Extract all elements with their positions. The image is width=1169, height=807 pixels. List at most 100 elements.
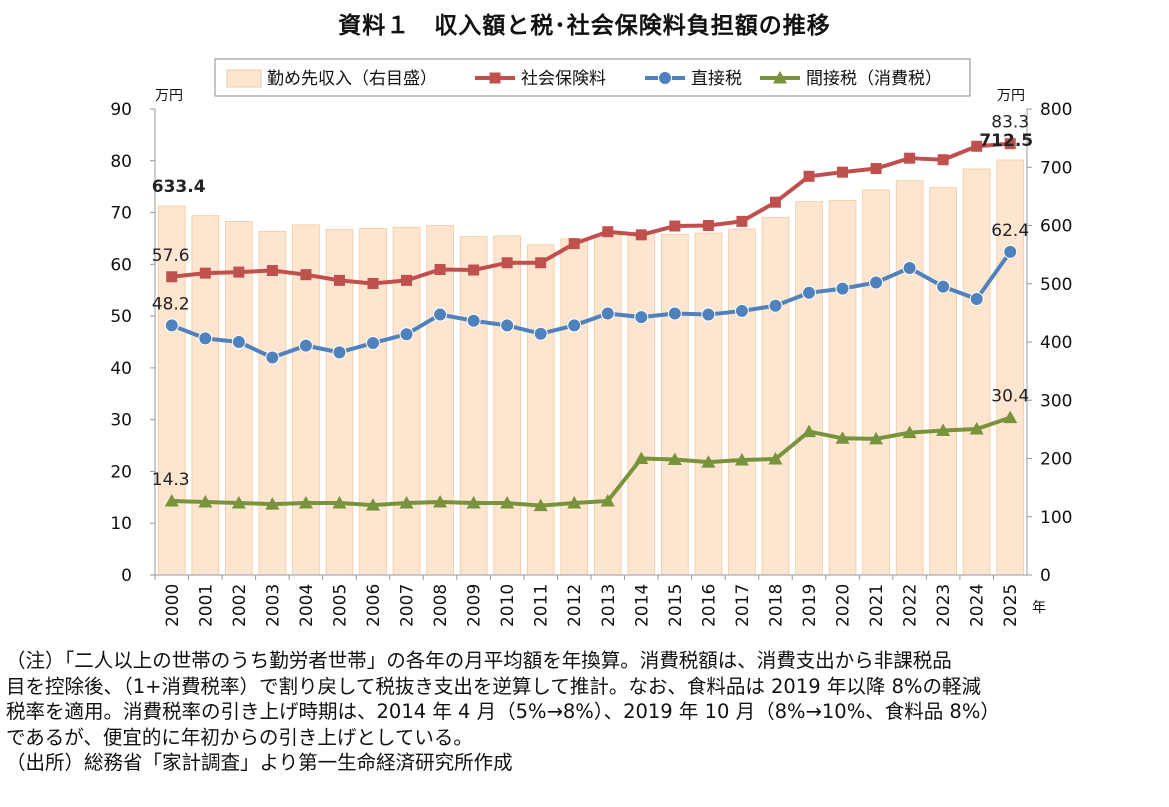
bar [661, 233, 689, 576]
data-point [904, 152, 916, 164]
x-tick-label: 2012 [565, 584, 585, 627]
data-point [500, 318, 515, 333]
x-tick-label: 2013 [599, 584, 619, 627]
data-point [332, 345, 347, 360]
data-point [468, 264, 480, 276]
legend-swatch-bar [226, 69, 262, 88]
data-point [1004, 138, 1016, 150]
right-tick-label: 700 [1040, 158, 1072, 178]
left-tick-label: 40 [110, 359, 132, 379]
bar [593, 233, 622, 576]
data-point [366, 498, 380, 511]
notes: （注）「二人以上の世帯のうち勤労者世帯」の各年の月平均額を年換算。消費税額は、消… [6, 648, 1166, 776]
data-point [332, 496, 347, 509]
legend-label: 勤め先収入（右目盛） [267, 69, 437, 89]
data-point [701, 455, 716, 468]
data-point [937, 154, 949, 166]
x-tick-label: 2024 [968, 584, 988, 627]
data-point [500, 496, 515, 509]
bar [627, 232, 656, 576]
data-point [600, 306, 615, 321]
data-point [870, 163, 882, 175]
axes: 0 10 20 30 40 50 60 70 80 90 0 100 200 300 400 500 600 70… [110, 88, 1072, 627]
x-tick-label: 2008 [431, 584, 451, 627]
data-label: 48.2 [152, 294, 190, 314]
data-point [298, 338, 313, 353]
bar [694, 232, 723, 576]
data-point [736, 215, 748, 227]
bar-label: 633.4 [152, 177, 206, 197]
data-point [533, 326, 548, 341]
x-tick-label: 2000 [163, 584, 183, 627]
bar [795, 201, 823, 576]
x-tick-label: 2005 [330, 584, 350, 627]
data-point [634, 310, 649, 325]
data-point [333, 274, 345, 286]
bar [225, 221, 253, 576]
data-point [835, 281, 850, 296]
data-point [298, 496, 313, 509]
data-point [835, 431, 850, 444]
data-point [466, 496, 481, 509]
right-tick-label: 500 [1040, 275, 1072, 295]
data-point [734, 303, 749, 318]
data-point [567, 496, 582, 509]
data-point [600, 493, 615, 507]
bar [728, 228, 756, 576]
x-tick-label: 2010 [498, 584, 518, 627]
data-point [568, 238, 580, 250]
bar [459, 236, 488, 576]
x-tick-label: 2019 [800, 584, 820, 627]
left-tick-label: 60 [110, 255, 132, 275]
right-tick-label: 200 [1040, 450, 1072, 470]
legend-label: 間接税（消費税） [806, 69, 942, 89]
right-tick-label: 600 [1040, 217, 1072, 237]
data-point [265, 350, 280, 365]
data-label: 83.3 [991, 113, 1029, 133]
data-point [769, 196, 781, 208]
note-line: 目を控除後、（1+消費税率）で割り戻して税抜き支出を逆算して推計。なお、食料品は… [6, 674, 981, 698]
bar [258, 230, 287, 576]
data-point [768, 298, 783, 313]
data-point [773, 71, 787, 84]
data-point [433, 494, 448, 508]
x-tick-label: 2021 [867, 584, 887, 627]
bar [157, 205, 186, 576]
data-point [366, 336, 380, 351]
data-point [971, 140, 983, 152]
x-tick-label: 2018 [766, 584, 786, 627]
data-point [198, 494, 213, 508]
data-point [300, 269, 312, 281]
note-line: であるが、便宜的に年初からの引き上げとしている。 [6, 725, 473, 749]
data-point [533, 498, 548, 512]
data-point [198, 331, 213, 346]
data-point [734, 453, 749, 466]
note-line: （注）「二人以上の世帯のうち勤労者世帯」の各年の月平均額を年換算。消費税額は、消… [6, 649, 952, 672]
legend-box [214, 58, 971, 97]
data-point [634, 451, 649, 464]
left-tick-label: 0 [121, 566, 132, 586]
data-point [803, 170, 815, 182]
series-line [171, 415, 1011, 508]
left-tick-label: 50 [110, 307, 132, 327]
bar [493, 235, 521, 576]
data-point [265, 497, 280, 510]
bar [962, 168, 991, 576]
left-tick-label: 20 [110, 462, 132, 482]
data-point [164, 493, 179, 507]
legend: 勤め先収入（右目盛） 社会保険料 直接税 間接税（消費税） [214, 58, 971, 97]
right-tick-label: 0 [1040, 566, 1051, 586]
data-point [399, 327, 414, 342]
data-point [199, 267, 211, 279]
x-tick-label: 2002 [230, 584, 250, 627]
bar [761, 216, 790, 576]
data-point [837, 166, 849, 178]
x-tick-label: 2006 [364, 584, 384, 627]
bar [828, 200, 857, 576]
x-tick-label: 2022 [901, 584, 921, 627]
data-label: 57.6 [152, 246, 190, 266]
right-tick-label: 400 [1040, 333, 1072, 353]
data-point [802, 285, 816, 300]
line-series [164, 138, 1018, 512]
series-line [171, 141, 1011, 286]
